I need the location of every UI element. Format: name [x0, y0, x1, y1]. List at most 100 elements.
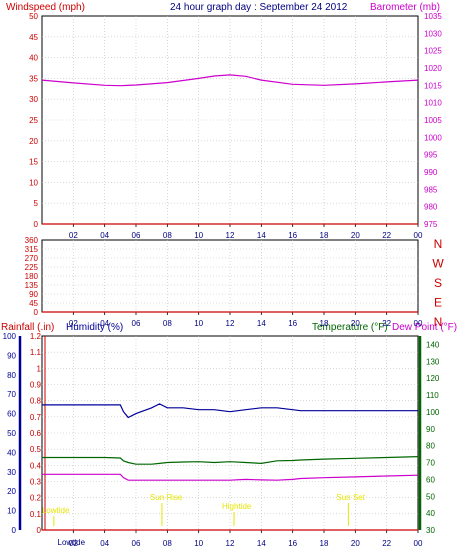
temperature-y-tick-label: 40 [426, 509, 435, 518]
rain-y-tick-label: 0.5 [30, 445, 42, 454]
rain-x-tick-label: 06 [132, 539, 141, 548]
direction-x-tick-label: 10 [194, 319, 203, 328]
barometer-y-tick-label: 1010 [424, 99, 442, 108]
wind-y-tick-label: 50 [29, 12, 38, 21]
temperature-y-tick-label: 140 [426, 340, 440, 349]
rain-y-tick-label: 0.8 [30, 397, 42, 406]
direction-y-tick-label: 315 [25, 245, 39, 254]
compass-label: W [432, 257, 444, 271]
compass-label: S [434, 276, 442, 290]
direction-x-tick-label: 16 [288, 319, 297, 328]
barometer-axis-label: Barometer (mb) [370, 2, 440, 13]
wind-y-tick-label: 25 [29, 116, 38, 125]
rain-x-tick-label: 12 [226, 539, 235, 548]
rain-x-tick-label: 00 [414, 539, 423, 548]
rain-x-tick-label: 10 [194, 539, 203, 548]
direction-y-tick-label: 180 [25, 272, 39, 281]
dewpoint-axis-label: Dew Point (°F) [392, 322, 457, 333]
rain-x-tick-label: 14 [257, 539, 266, 548]
rain-y-tick-label: 1.2 [30, 332, 42, 341]
rain-y-tick-label: 0.3 [30, 478, 42, 487]
direction-y-tick-label: 135 [25, 281, 39, 290]
humidity-y-tick-label: 70 [7, 390, 16, 399]
humidity-y-tick-label: 80 [7, 371, 16, 380]
wind-y-tick-label: 10 [29, 178, 38, 187]
barometer-y-tick-label: 985 [424, 185, 438, 194]
rain-y-tick-label: 0.4 [30, 461, 42, 470]
direction-x-tick-label: 08 [163, 319, 172, 328]
humidity-line [42, 403, 418, 419]
barometer-y-tick-label: 995 [424, 151, 438, 160]
wind-x-tick-label: 02 [69, 231, 78, 240]
direction-y-tick-label: 225 [25, 263, 39, 272]
dewpoint-line [42, 473, 419, 481]
wind-barometer-panel-frame [41, 15, 419, 225]
compass-label: E [434, 296, 442, 310]
rain-y-tick-label: 0.2 [30, 494, 42, 503]
wind-y-tick-label: 0 [34, 220, 39, 229]
rain-x-tick-label: 16 [288, 539, 297, 548]
humidity-y-tick-label: 10 [7, 507, 16, 516]
direction-y-tick-label: 45 [29, 299, 38, 308]
rainfall-axis-label: Rainfall (.in) [1, 322, 54, 333]
direction-y-tick-label: 270 [25, 254, 39, 263]
event-label: Lowtide [58, 538, 86, 547]
direction-x-tick-label: 02 [69, 319, 78, 328]
barometer-y-tick-label: 1035 [424, 12, 442, 21]
event-label: Lowtide [42, 506, 70, 515]
rain-y-tick-label: 0.1 [30, 510, 42, 519]
compass-label: N [434, 237, 443, 251]
humidity-y-tick-label: 40 [7, 448, 16, 457]
temperature-y-tick-label: 110 [426, 391, 439, 400]
wind-y-tick-label: 40 [29, 54, 38, 63]
wind-y-tick-label: 15 [29, 158, 38, 167]
barometer-y-tick-label: 975 [424, 220, 438, 229]
rain-x-tick-label: 22 [382, 539, 391, 548]
direction-y-tick-label: 360 [25, 236, 39, 245]
wind-x-tick-label: 20 [351, 231, 360, 240]
rain-y-tick-label: 0.9 [30, 381, 42, 390]
temperature-y-tick-label: 130 [426, 357, 440, 366]
rain-x-tick-label: 18 [320, 539, 329, 548]
barometer-y-tick-label: 1030 [424, 29, 442, 38]
barometer-y-tick-label: 1000 [424, 133, 442, 142]
event-label: Sun Set [336, 493, 365, 502]
windspeed-axis-label: Windspeed (mph) [6, 2, 85, 13]
humidity-y-tick-label: 100 [3, 332, 17, 341]
temperature-y-tick-label: 60 [426, 475, 435, 484]
rain-x-tick-label: 04 [100, 539, 109, 548]
wind-y-tick-label: 30 [29, 95, 38, 104]
wind-x-tick-label: 04 [100, 231, 109, 240]
humidity-y-tick-label: 60 [7, 410, 16, 419]
barometer-line [41, 74, 419, 87]
direction-x-tick-label: 04 [100, 319, 109, 328]
rain-x-tick-label: 20 [351, 539, 360, 548]
rain-y-tick-label: 0.7 [30, 413, 42, 422]
direction-x-tick-label: 20 [351, 319, 360, 328]
barometer-y-tick-label: 1025 [424, 47, 442, 56]
wind-x-tick-label: 00 [414, 231, 423, 240]
barometer-y-tick-label: 980 [424, 203, 438, 212]
wind-y-tick-label: 5 [34, 199, 39, 208]
humidity-y-tick-label: 50 [7, 429, 16, 438]
temperature-y-tick-label: 30 [426, 526, 435, 535]
event-label: Sun Rise [150, 493, 183, 502]
humidity-y-tick-label: 0 [12, 526, 17, 535]
temperature-y-tick-label: 120 [426, 374, 440, 383]
rain-y-tick-label: 0.6 [30, 429, 42, 438]
temperature-y-tick-label: 100 [426, 408, 440, 417]
direction-x-tick-label: 14 [257, 319, 266, 328]
chart-title: 24 hour graph day : September 24 2012 [170, 2, 348, 13]
humidity-y-tick-label: 20 [7, 487, 16, 496]
temperature-y-tick-label: 80 [426, 442, 435, 451]
humidity-y-tick-label: 30 [7, 468, 16, 477]
rain-x-tick-label: 08 [163, 539, 172, 548]
temperature-y-tick-label: 70 [426, 459, 435, 468]
wind-x-tick-label: 10 [194, 231, 203, 240]
event-label: Hightide [222, 502, 252, 511]
temperature-line [42, 456, 419, 465]
barometer-y-tick-label: 1015 [424, 81, 442, 90]
wind-y-tick-label: 45 [29, 33, 38, 42]
